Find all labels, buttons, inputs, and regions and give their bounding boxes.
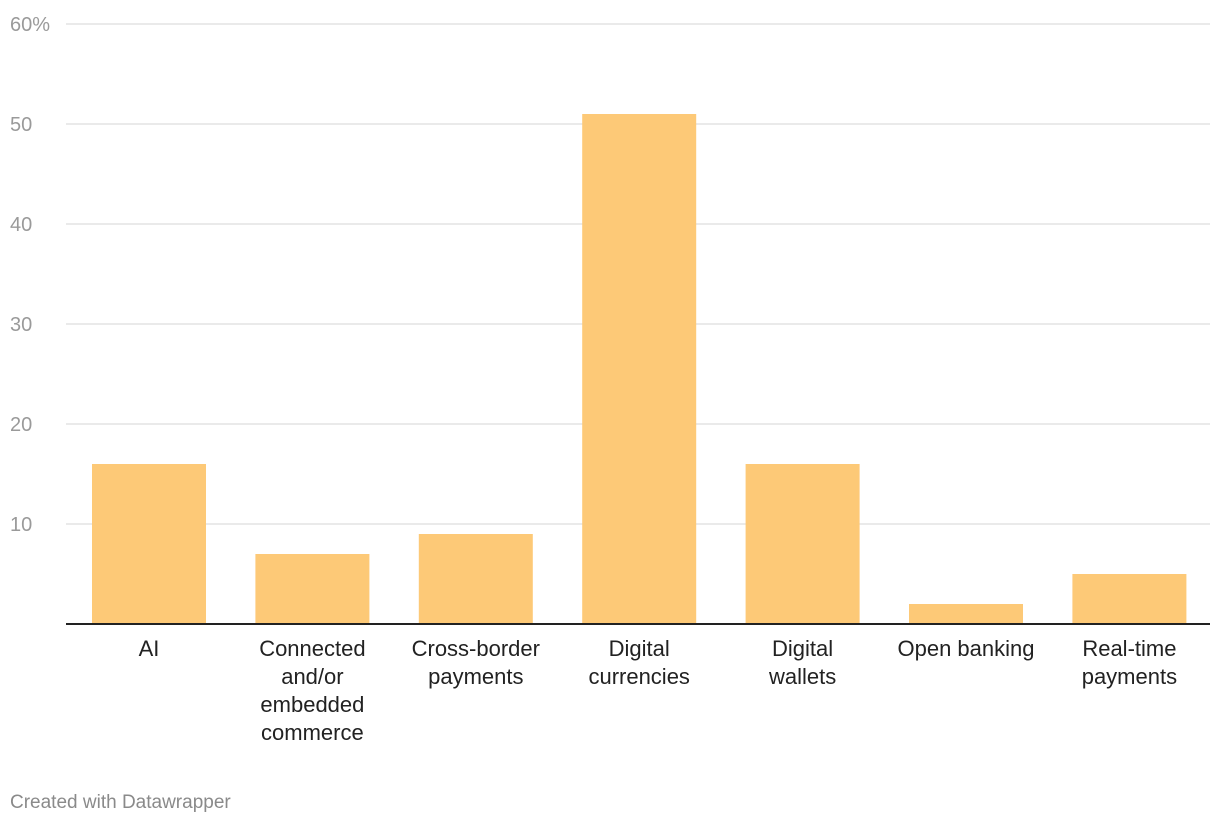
bar — [255, 554, 370, 624]
y-tick-label: 30 — [10, 314, 32, 336]
bar — [909, 604, 1023, 624]
y-tick-label: 60% — [10, 14, 50, 36]
x-category-label: Digital currencies — [588, 636, 689, 689]
x-category-label: AI — [139, 636, 160, 661]
bar — [418, 534, 533, 624]
x-category-labels: AI Connected and/or embedded commerce Cross-b… — [139, 636, 1177, 745]
y-tick-label: 10 — [10, 514, 32, 536]
y-tick-label: 20 — [10, 414, 32, 436]
datawrapper-credit: Created with Datawrapper — [10, 792, 231, 813]
x-category-label: Real-time payments — [1082, 636, 1177, 689]
bar — [92, 464, 206, 624]
bar — [582, 114, 697, 624]
bar — [745, 464, 860, 624]
y-tick-label: 40 — [10, 214, 32, 236]
y-tick-label: 50 — [10, 114, 32, 136]
x-category-label: Connected and/or embedded commerce — [259, 636, 365, 745]
y-tick-labels: 10 20 30 40 50 60% — [10, 14, 50, 536]
x-category-label: Cross-border payments — [412, 636, 540, 689]
x-category-label: Digital wallets — [768, 636, 836, 689]
bars — [92, 114, 1187, 624]
bar — [1072, 574, 1187, 624]
x-category-label: Open banking — [898, 636, 1035, 661]
